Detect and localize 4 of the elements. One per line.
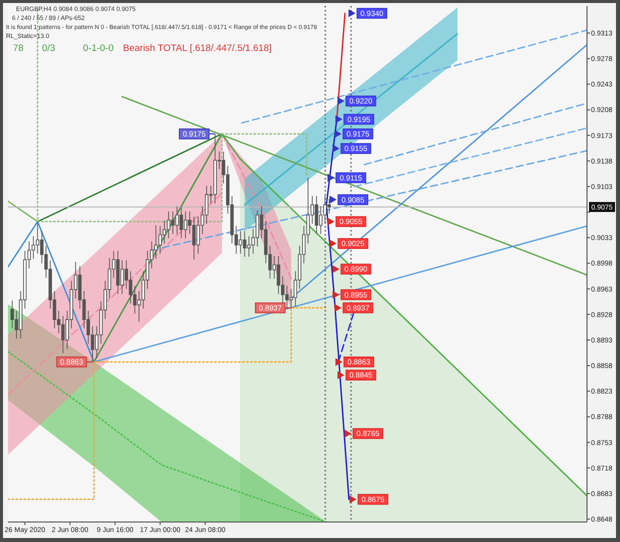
annotation: 78 <box>13 43 24 54</box>
annotation: Bearish TOTAL [.618/.447/.5/1.618] <box>123 43 272 54</box>
annotation: 0/3 <box>42 43 56 54</box>
annotation: 0-1-0-0 <box>83 43 114 54</box>
